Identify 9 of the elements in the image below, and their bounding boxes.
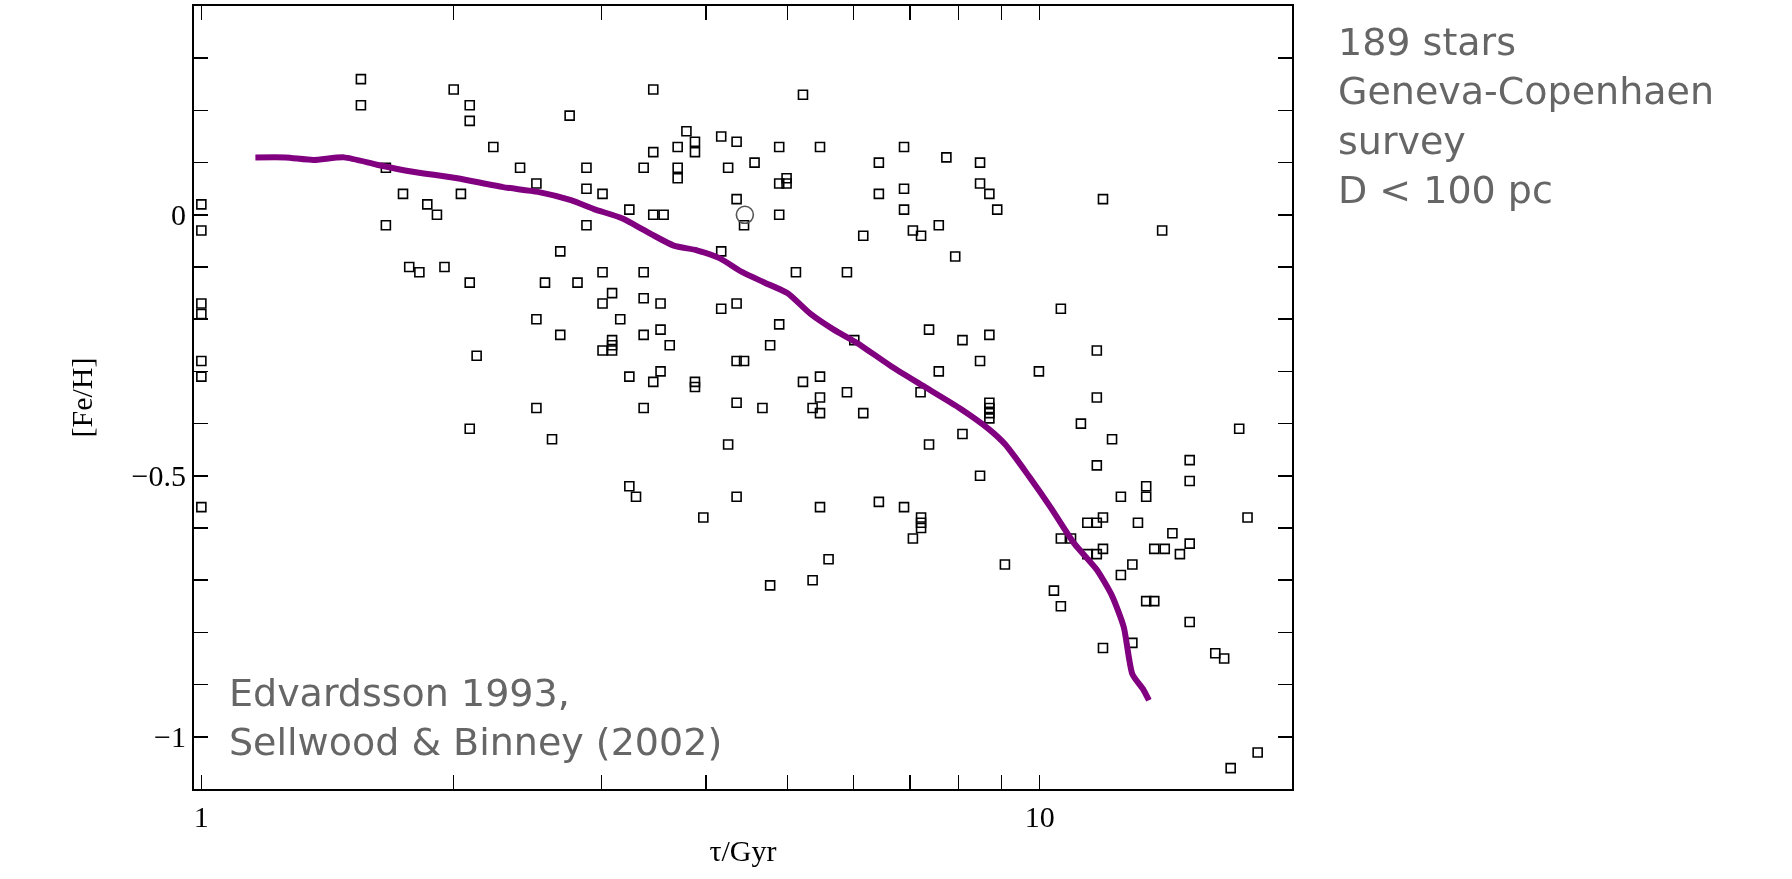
y-tick-label: −1 bbox=[154, 720, 186, 754]
annotation: Edvardsson 1993, Sellwood & Binney (2002) bbox=[229, 671, 723, 765]
text: 189 stars Geneva-Copenhaen survey D < 100 pc bbox=[1338, 20, 1714, 213]
y-tick-label: −0.5 bbox=[131, 459, 186, 493]
x-tick-label: 1 bbox=[193, 800, 209, 833]
x-tick-label: 10 bbox=[1024, 800, 1055, 833]
y-axis-title: [Fe/H] bbox=[65, 357, 99, 438]
y-tick-label: 0 bbox=[171, 198, 186, 232]
x-axis-title: τ/Gyr bbox=[709, 834, 777, 867]
